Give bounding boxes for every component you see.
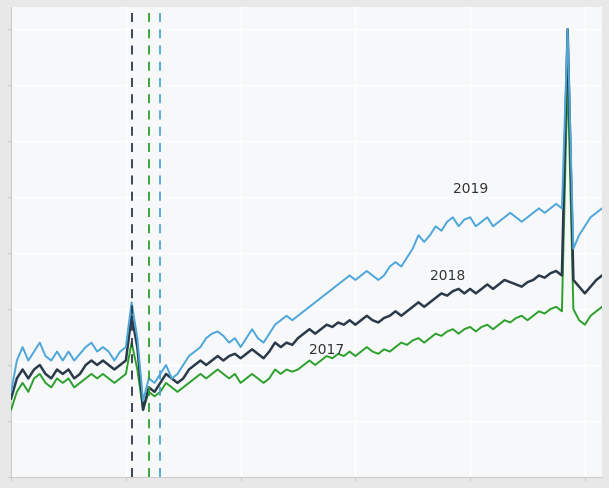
- Text: 2019: 2019: [453, 182, 488, 196]
- Text: 2017: 2017: [309, 343, 345, 357]
- Text: 2018: 2018: [430, 269, 465, 283]
